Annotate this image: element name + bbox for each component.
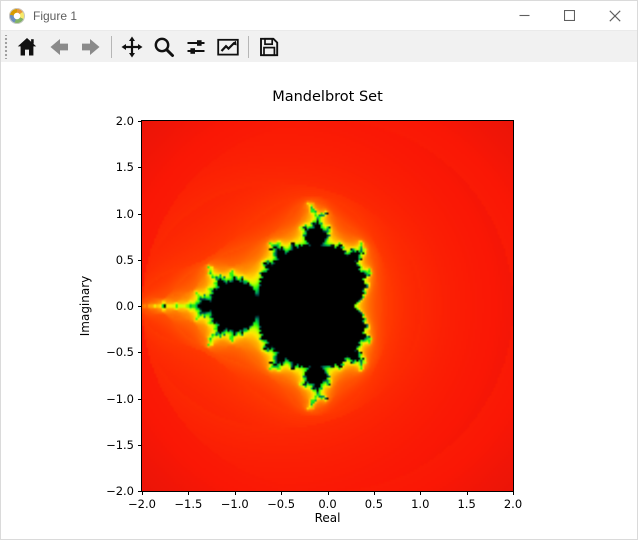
line-chart-icon — [217, 38, 239, 56]
window-controls — [502, 1, 637, 30]
x-tick-mark — [234, 491, 236, 495]
configure-subplots-button[interactable] — [181, 33, 211, 61]
minimize-icon — [519, 14, 530, 17]
matplotlib-logo-icon — [9, 7, 25, 24]
magnifier-icon — [154, 37, 174, 57]
figure-canvas-area: Mandelbrot Set −2.0 −1.5 −1.0 −0.5 0.0 0.5 1.0… — [1, 62, 637, 539]
x-axis-label: Real — [314, 511, 341, 525]
y-tick-label: −1.0 — [106, 391, 134, 406]
close-icon — [608, 9, 621, 22]
y-tick-mark — [138, 213, 142, 215]
x-tick-label: −2.0 — [128, 497, 156, 511]
x-tick-mark — [513, 491, 514, 495]
forward-arrow-icon — [82, 38, 100, 55]
x-tick-mark — [420, 491, 422, 495]
forward-button[interactable] — [76, 33, 106, 61]
y-tick-mark — [138, 352, 142, 354]
y-tick-mark — [138, 167, 142, 169]
x-tick-mark — [188, 491, 190, 495]
zoom-button[interactable] — [149, 33, 179, 61]
pan-icon — [121, 36, 143, 57]
x-tick-label: −1.5 — [174, 497, 203, 511]
x-tick-label: 0.5 — [364, 497, 384, 511]
pan-button[interactable] — [117, 33, 147, 61]
save-floppy-icon — [260, 37, 279, 56]
y-tick-label: 0.0 — [115, 299, 134, 313]
window-title: Figure 1 — [33, 8, 78, 23]
y-tick-label: −2.0 — [106, 484, 134, 498]
x-tick-mark — [327, 491, 329, 495]
plot-area: −2.0 −1.5 −1.0 −0.5 0.0 0.5 1.0 1.5 2.0 2.0 1.5 1.0… — [106, 114, 522, 511]
x-tick-label: 1.0 — [411, 497, 430, 511]
toolbar-separator — [111, 35, 112, 58]
y-tick-label: 1.0 — [115, 206, 134, 221]
toolbar-separator — [248, 35, 249, 58]
x-tick-mark — [373, 491, 375, 495]
toolbar-grip[interactable] — [4, 34, 8, 59]
home-icon — [17, 37, 37, 55]
x-tick-label: −0.5 — [267, 497, 296, 511]
back-button[interactable] — [44, 33, 74, 61]
titlebar: Figure 1 — [1, 1, 637, 30]
y-tick-label: 0.5 — [115, 252, 134, 267]
navigation-toolbar — [1, 30, 637, 63]
y-tick-mark — [138, 398, 142, 400]
y-tick-mark — [138, 491, 142, 492]
x-tick-mark — [281, 491, 283, 495]
mandelbrot-heatmap-canvas[interactable] — [142, 121, 513, 491]
x-tick-label: −1.0 — [220, 497, 249, 511]
y-tick-label: −0.5 — [106, 345, 134, 360]
x-tick-label: 2.0 — [503, 497, 523, 511]
y-tick-mark — [138, 444, 142, 446]
x-tick-label: 0.0 — [318, 497, 337, 511]
sliders-icon — [187, 39, 205, 54]
close-button[interactable] — [592, 1, 637, 30]
maximize-icon — [564, 10, 575, 21]
x-tick-mark — [142, 491, 143, 495]
y-axis-label: Imaginary — [78, 275, 92, 337]
minimize-button[interactable] — [502, 1, 547, 30]
plot-title: Mandelbrot Set — [272, 89, 383, 105]
save-button[interactable] — [254, 33, 284, 61]
y-tick-label: 2.0 — [115, 114, 134, 128]
y-tick-label: −1.5 — [106, 437, 134, 452]
x-tick-mark — [466, 491, 468, 495]
y-tick-label: 1.5 — [115, 160, 134, 175]
y-tick-mark — [138, 259, 142, 261]
y-tick-mark — [138, 306, 142, 307]
home-button[interactable] — [12, 33, 42, 61]
back-arrow-icon — [50, 38, 68, 55]
edit-parameters-button[interactable] — [213, 33, 243, 61]
x-tick-label: 1.5 — [457, 497, 476, 511]
maximize-button[interactable] — [547, 1, 592, 30]
y-tick-mark — [138, 121, 142, 122]
